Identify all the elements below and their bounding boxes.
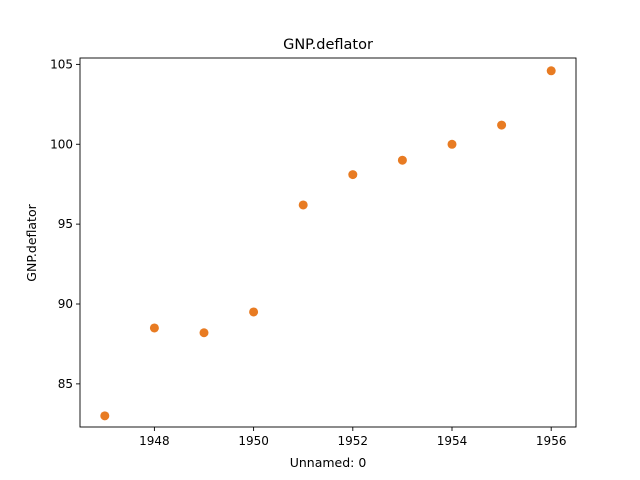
data-point [397, 155, 407, 165]
x-axis-label: Unnamed: 0 [290, 455, 367, 470]
data-point [348, 170, 358, 180]
data-point [149, 323, 159, 333]
data-point [100, 411, 110, 421]
y-tick-label: 95 [58, 217, 73, 231]
y-tick-label: 85 [58, 377, 73, 391]
x-tick-label: 1948 [139, 434, 170, 448]
data-points [100, 66, 556, 421]
y-tick-label: 100 [50, 137, 73, 151]
x-tick-label: 1950 [238, 434, 269, 448]
plot-frame [79, 57, 577, 428]
data-point [199, 328, 209, 338]
chart-title: GNP.deflator [283, 37, 373, 53]
x-axis: 1948 1950 1952 1954 1956 [139, 427, 566, 448]
data-point [249, 307, 259, 317]
x-tick-label: 1954 [437, 434, 468, 448]
data-point [447, 139, 457, 149]
y-axis: 85 90 95 100 105 [50, 57, 80, 391]
y-tick-label: 90 [58, 297, 73, 311]
y-axis-label: GNP.deflator [24, 203, 39, 281]
x-tick-label: 1952 [338, 434, 369, 448]
data-point [546, 66, 556, 76]
x-tick-label: 1956 [536, 434, 567, 448]
data-point [298, 200, 308, 210]
plot-area: 1948 1950 1952 1954 1956 85 90 95 100 105 [50, 57, 577, 448]
data-point [497, 120, 507, 130]
y-tick-label: 105 [50, 57, 73, 71]
